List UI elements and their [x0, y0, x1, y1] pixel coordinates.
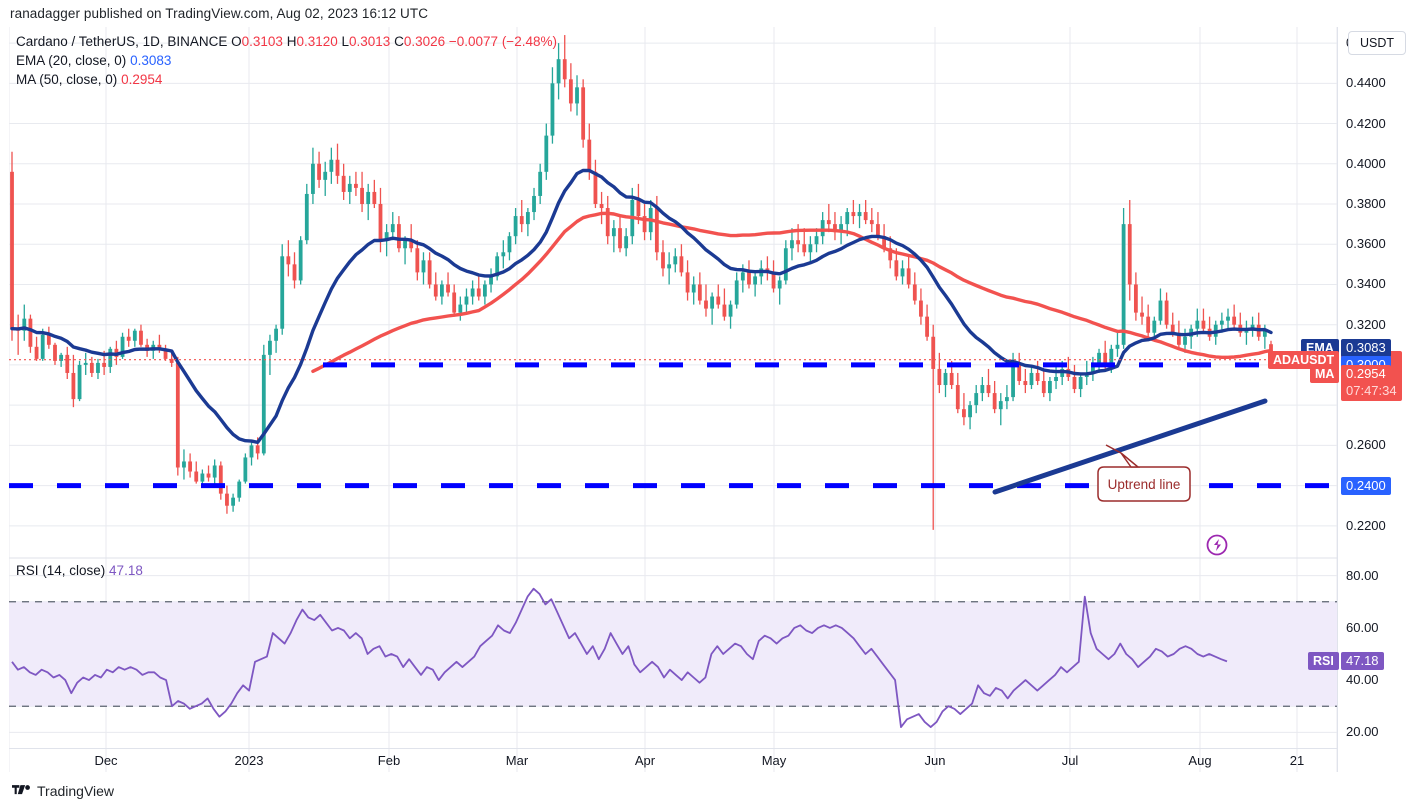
tradingview-mark-icon	[12, 784, 30, 794]
tradingview-logo: TradingView	[12, 783, 114, 799]
ma-50-line	[311, 211, 1273, 373]
chart-svg: Uptrend line	[9, 27, 1338, 772]
price-tick: 0.4200	[1346, 115, 1386, 131]
rsi-line	[11, 587, 1228, 728]
time-axis-label: Mar	[505, 753, 529, 768]
time-axis-label: Jun	[924, 753, 946, 768]
time-axis[interactable]: Dec 2023 Feb Mar Apr May Jun Jul Aug 21	[9, 748, 1407, 773]
price-tick: 0.2600	[1346, 437, 1386, 453]
ma-price-badge[interactable]: 0.2954	[1341, 365, 1391, 384]
time-axis-label: 21	[1289, 753, 1305, 768]
time-axis-label: Dec	[94, 753, 118, 768]
level-2400-badge[interactable]: 0.2400	[1341, 476, 1391, 495]
price-tick: 0.3400	[1346, 276, 1386, 292]
idea-bolt-icon	[1206, 534, 1228, 556]
chart-canvas[interactable]: Uptrend line	[9, 27, 1407, 772]
price-tick: 0.2200	[1346, 517, 1386, 533]
tradingview-logo-text: TradingView	[37, 783, 115, 799]
currency-button[interactable]: USDT	[1348, 31, 1406, 55]
price-tick: 0.3200	[1346, 316, 1386, 332]
candlestick-series	[10, 35, 1273, 530]
ema-20-line	[10, 168, 1273, 444]
uptrend-annotation: Uptrend line	[1097, 444, 1191, 502]
price-tick: 0.3800	[1346, 196, 1386, 211]
time-axis-label: Aug	[1188, 753, 1212, 768]
rsi-tick: 80.00	[1346, 567, 1379, 583]
price-tick: 0.4400	[1346, 75, 1386, 91]
price-tick: 0.3600	[1346, 236, 1386, 252]
uptrend-bubble-text: Uptrend line	[1108, 477, 1181, 492]
time-axis-label: 2023	[234, 753, 264, 768]
rsi-tag[interactable]: RSI	[1308, 652, 1339, 671]
uptrend-line	[992, 398, 1268, 495]
rsi-tick: 20.00	[1346, 724, 1379, 740]
ma-tag[interactable]: MA	[1310, 365, 1340, 384]
published-by-text: ranadagger published on TradingView.com,…	[10, 6, 429, 21]
time-axis-label: May	[761, 753, 787, 768]
price-tick: 0.4000	[1346, 155, 1386, 171]
time-axis-label: Jul	[1061, 753, 1079, 768]
rsi-tick: 40.00	[1346, 672, 1379, 688]
rsi-value-badge[interactable]: 47.18	[1341, 652, 1384, 671]
time-axis-label: Feb	[377, 753, 401, 768]
rsi-tick: 60.00	[1346, 619, 1379, 635]
ema-price-badge[interactable]: 0.3083	[1341, 339, 1391, 358]
symbol-tag[interactable]: ADAUSDT	[1268, 350, 1340, 369]
bar-countdown: 07:47:34	[1346, 382, 1397, 398]
time-axis-label: Apr	[634, 753, 656, 768]
rsi-band	[9, 601, 1337, 707]
